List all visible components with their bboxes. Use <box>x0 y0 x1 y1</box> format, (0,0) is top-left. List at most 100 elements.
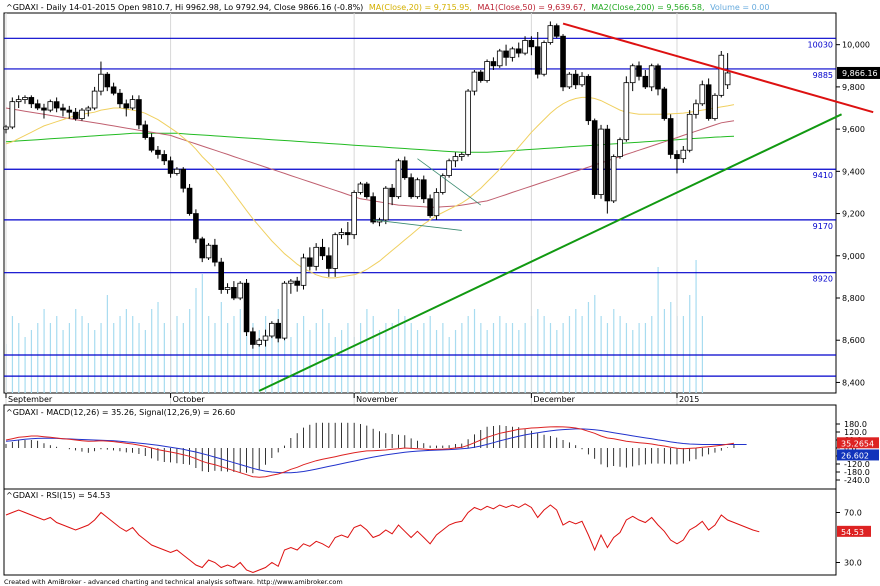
candle-body <box>243 282 250 333</box>
candle-body <box>332 234 338 269</box>
volume-bar <box>334 337 336 393</box>
price-panel: 10030 9885 9410 9170 8920 10,000 9,800 9,600 9,… <box>3 3 880 575</box>
header-volume: Volume = 0.00 <box>710 3 769 12</box>
candle-body <box>174 168 180 174</box>
candle-body <box>3 126 9 130</box>
candle-body <box>319 246 326 257</box>
candle-body <box>294 280 300 286</box>
candle-body <box>22 97 28 100</box>
candle-body <box>136 99 142 126</box>
volume-bar <box>37 323 39 393</box>
candle-body <box>515 48 522 54</box>
volume-bar <box>461 323 463 393</box>
candle-body <box>439 175 446 193</box>
price-tick-label: 10,000 <box>842 41 870 50</box>
rsi-value-label: 54.53 <box>841 528 864 537</box>
candle-body <box>364 183 370 198</box>
macd-title: ^GDAXI - MACD(12,26) = 35.26, Signal(12,… <box>6 408 235 417</box>
volume-bar <box>157 302 159 393</box>
candle-body <box>104 73 111 88</box>
candle-body <box>648 65 655 88</box>
candle-body <box>718 54 725 96</box>
candle-body <box>370 196 376 223</box>
candle-body <box>300 257 307 286</box>
last-price-label: 9,866.16 <box>842 69 878 78</box>
rsi-tick-label: 30.0 <box>844 559 862 568</box>
macd-tick-label: 180.0 <box>844 420 867 429</box>
volume-bar <box>151 309 153 393</box>
volume-bar <box>594 295 596 393</box>
candle-body <box>231 287 237 299</box>
candle-body <box>9 101 16 128</box>
candle-body <box>148 137 155 151</box>
candle-body <box>712 94 718 119</box>
volume-bar <box>290 337 292 393</box>
candle-body <box>326 255 332 269</box>
candle-body <box>269 322 275 337</box>
candle-body <box>275 322 281 339</box>
candle-body <box>705 84 712 119</box>
candle-body <box>53 101 60 109</box>
volume-bar <box>258 330 260 393</box>
candle-body <box>680 149 687 160</box>
volume-bar <box>125 309 127 393</box>
volume-bar <box>397 309 400 393</box>
volume-bar <box>87 323 89 393</box>
volume-bar <box>587 302 590 393</box>
price-tick-label: 9,400 <box>842 167 865 176</box>
candle-body <box>585 75 592 122</box>
candle-body <box>307 257 313 267</box>
candle-body <box>123 103 130 109</box>
volume-bar <box>670 302 672 393</box>
candle-body <box>72 111 79 119</box>
volume-bar <box>492 323 495 393</box>
signal-value-label: 26.602 <box>841 451 869 460</box>
volume-bar <box>163 323 165 393</box>
candle-body <box>218 261 225 290</box>
candle-body <box>528 40 535 48</box>
volume-bar <box>106 295 108 393</box>
volume-bar <box>695 260 697 393</box>
candle-body <box>180 168 187 189</box>
volume-bar <box>606 323 609 393</box>
candle-body <box>414 179 421 198</box>
volume-bar <box>75 309 77 393</box>
candle-body <box>237 282 244 299</box>
volume-bar <box>511 323 514 393</box>
level-label: 9410 <box>813 171 833 180</box>
volume-bar <box>43 309 45 393</box>
candle-body <box>667 118 674 155</box>
volume-bar <box>524 323 526 393</box>
volume-bar <box>113 323 115 393</box>
candle-body <box>591 120 598 195</box>
price-axis: 10,000 9,800 9,600 9,400 9,200 9,000 8,800 8,60… <box>836 41 880 387</box>
candle-body <box>98 73 104 92</box>
volume-bar <box>182 323 184 393</box>
candle-body <box>686 113 693 151</box>
candle-body <box>465 90 471 155</box>
candle-body <box>490 61 497 67</box>
candle-body <box>579 75 585 86</box>
candle-body <box>142 124 149 138</box>
candle-body <box>636 65 642 77</box>
macd-tick-label: 0.0 <box>844 444 857 453</box>
candle-body <box>382 187 389 221</box>
price-tick-label: 8,600 <box>842 336 865 345</box>
price-tick-label: 9,600 <box>842 125 865 134</box>
price-panel-frame <box>3 12 837 394</box>
candle-body <box>351 192 357 236</box>
candle-body <box>446 160 452 176</box>
header-line: ^GDAXI - Daily 14-01-2015 Open 9810.7, H… <box>6 3 769 12</box>
macd-panel-frame <box>3 404 837 491</box>
volume-bar <box>359 323 362 393</box>
candle-body <box>212 244 218 263</box>
volume-bar <box>385 323 387 393</box>
trendline-green <box>258 113 842 392</box>
volume-bar <box>214 323 216 393</box>
header-ma50: MA1(Close,50) = 9,639.67, <box>478 3 586 12</box>
macd-histogram <box>5 422 735 474</box>
ma20-line <box>5 96 735 279</box>
last-price-tag <box>837 66 880 79</box>
candle-body <box>41 107 47 111</box>
level-label: 9170 <box>813 222 833 231</box>
